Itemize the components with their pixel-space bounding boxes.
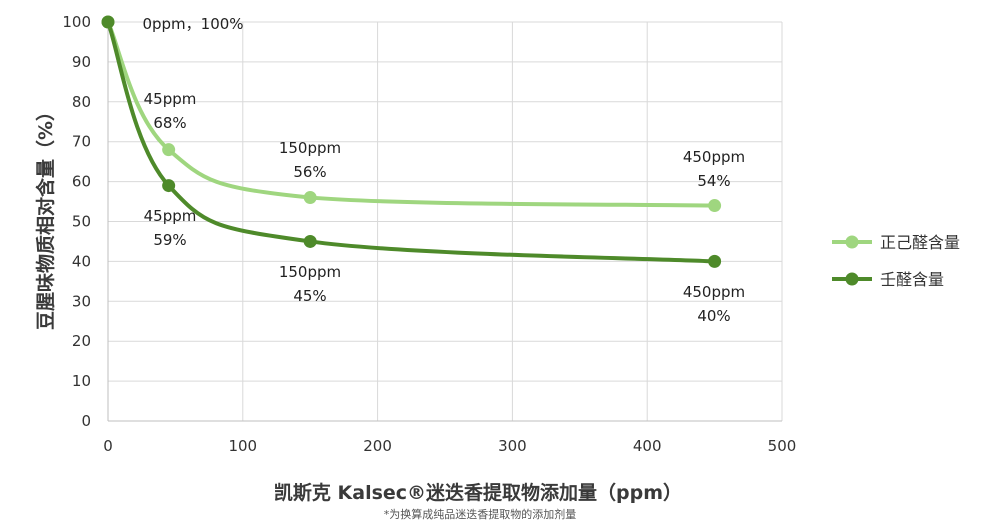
data-point <box>708 199 722 213</box>
data-point <box>162 179 176 193</box>
footnote: *为换算成纯品迷迭香提取物的添加剂量 <box>384 507 577 521</box>
y-tick-label: 10 <box>72 372 91 390</box>
y-tick-label: 60 <box>72 173 91 191</box>
y-tick-label: 70 <box>72 133 91 151</box>
data-annotation: 45ppm 68% <box>144 90 197 132</box>
data-point <box>303 191 317 205</box>
data-annotation: 450ppm 54% <box>683 148 745 190</box>
data-point <box>162 143 176 157</box>
data-annotation: 150ppm 45% <box>279 263 341 305</box>
x-tick-labels: 0 100 200 300 400 500 <box>103 437 796 455</box>
y-tick-label: 50 <box>72 213 91 231</box>
data-annotation: 450ppm 40% <box>683 283 745 325</box>
x-axis-title: 凯斯克 Kalsec®迷迭香提取物添加量（ppm） <box>274 481 682 504</box>
legend-swatch-marker <box>845 235 859 249</box>
y-tick-label: 20 <box>72 332 91 350</box>
data-annotation: 45ppm 59% <box>144 207 197 249</box>
y-tick-label: 40 <box>72 252 91 270</box>
x-tick-label: 0 <box>103 437 113 455</box>
y-tick-label: 30 <box>72 292 91 310</box>
x-tick-label: 500 <box>768 437 797 455</box>
data-annotation: 0ppm，100% <box>142 15 243 33</box>
x-tick-label: 200 <box>363 437 392 455</box>
series-line-2 <box>106 20 717 264</box>
x-tick-label: 100 <box>228 437 257 455</box>
y-tick-label: 0 <box>81 412 91 430</box>
y-tick-label: 80 <box>72 93 91 111</box>
x-tick-label: 400 <box>633 437 662 455</box>
axes <box>107 22 782 422</box>
series-line-1 <box>106 20 717 208</box>
legend-label: 正己醛含量 <box>880 233 960 252</box>
series-lines <box>106 20 717 264</box>
x-tick-label: 300 <box>498 437 527 455</box>
y-tick-labels: 0 10 20 30 40 50 60 70 80 90 100 <box>62 13 91 430</box>
data-point <box>303 234 317 248</box>
data-point <box>708 254 722 268</box>
data-annotations: 0ppm，100% 45ppm 68% 150ppm 56% 450ppm 54% 45ppm… <box>142 15 745 325</box>
data-point <box>101 15 115 29</box>
data-annotation: 150ppm 56% <box>279 139 341 181</box>
legend-label: 壬醛含量 <box>880 270 944 289</box>
y-axis-title: 豆腥味物质相对含量（%） <box>34 102 57 330</box>
y-tick-label: 90 <box>72 53 91 71</box>
legend-swatch-marker <box>845 272 859 286</box>
series-points <box>101 15 722 268</box>
y-tick-label: 100 <box>62 13 91 31</box>
